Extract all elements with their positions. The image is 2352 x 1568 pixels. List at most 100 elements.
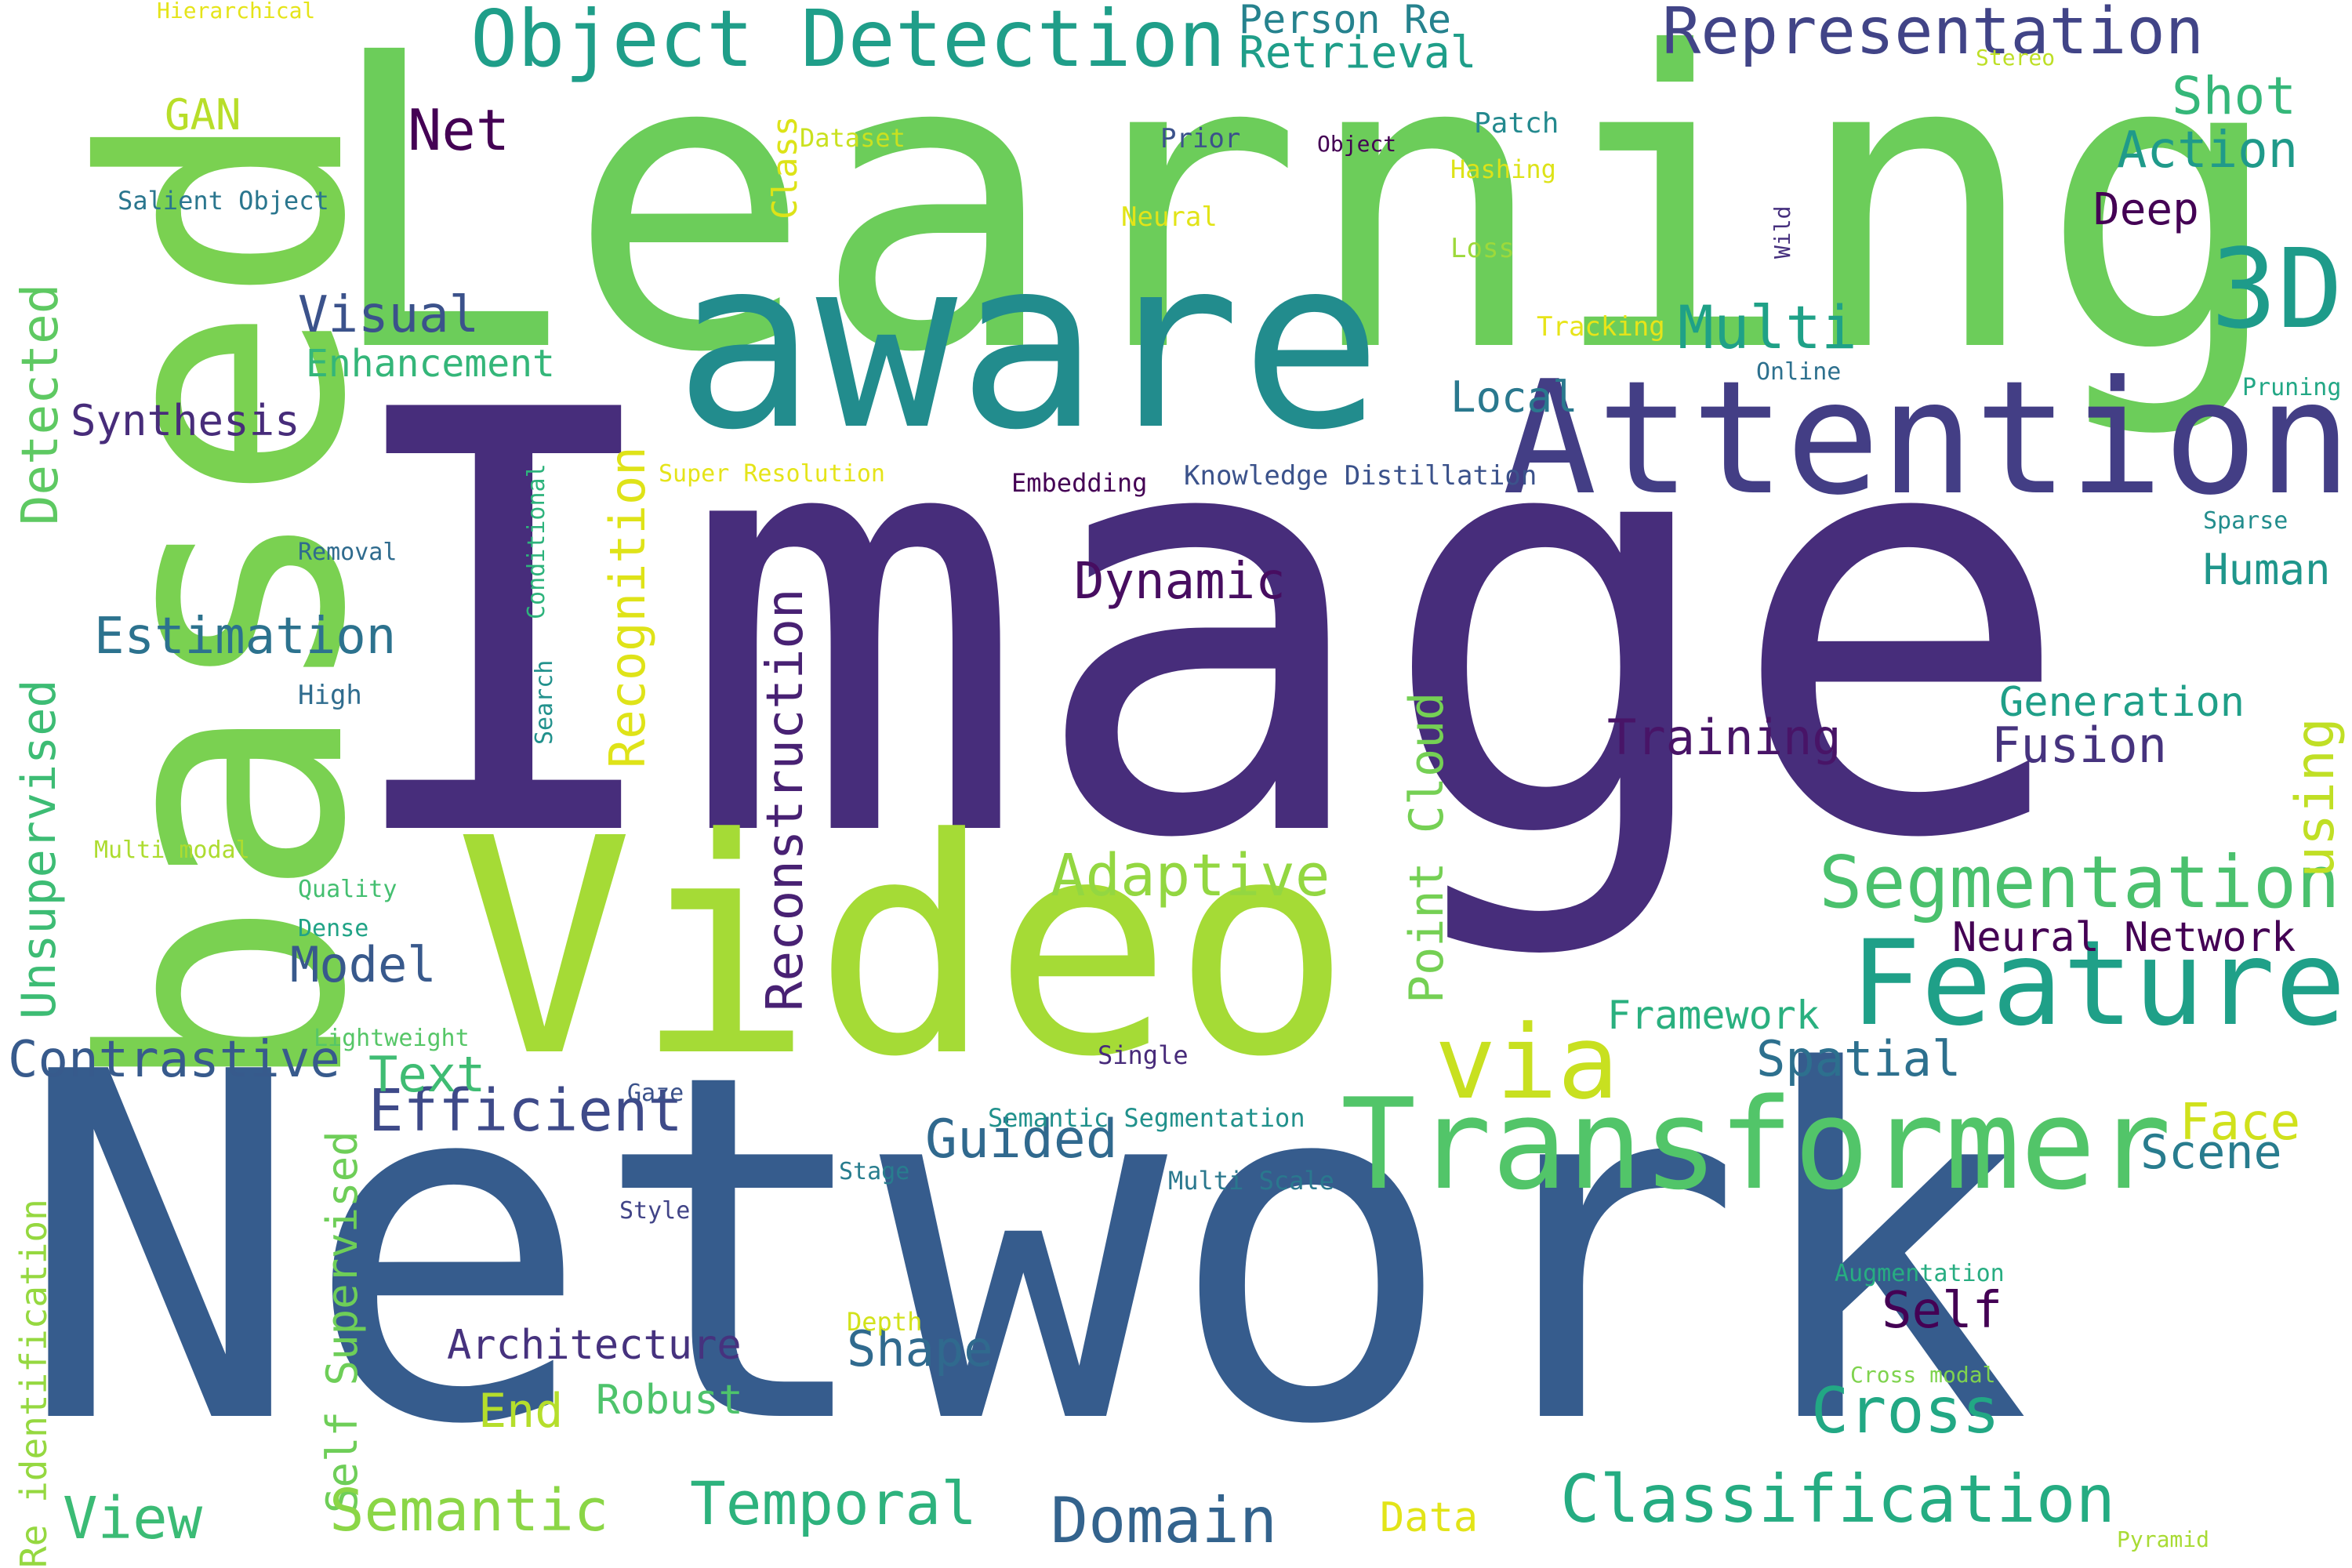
cloud-word: Style (619, 1197, 691, 1225)
cloud-word: Temporal (690, 1468, 978, 1538)
cloud-word: Segmentation (1819, 840, 2340, 924)
cloud-word: Video (455, 775, 1352, 1122)
cloud-word: Object (1317, 131, 1397, 157)
cloud-word: Spatial (1756, 1030, 1962, 1087)
cloud-word: Face (2180, 1094, 2301, 1152)
cloud-word: Local (1450, 372, 1578, 422)
cloud-word: Recognition (599, 446, 656, 768)
cloud-word: Pyramid (2117, 1526, 2210, 1552)
cloud-word: Self Supervised (318, 1131, 367, 1513)
cloud-word: Multi (1678, 292, 1857, 362)
cloud-word: Single (1098, 1040, 1189, 1070)
cloud-word: Dynamic (1074, 553, 1286, 611)
cloud-word: Unsupervised (12, 679, 67, 1019)
cloud-word: Human (2203, 545, 2331, 594)
cloud-word: Gaze (627, 1080, 684, 1107)
cloud-word: Stereo (1976, 45, 2056, 71)
cloud-word: Classification (1560, 1461, 2116, 1537)
cloud-word: Generation (1999, 679, 2245, 726)
cloud-word: Online (1756, 358, 1842, 386)
cloud-word: Transformer (1341, 1071, 2172, 1218)
cloud-word: Training (1607, 709, 1842, 766)
cloud-word: Network (16, 972, 2031, 1529)
cloud-word: Point Cloud (1399, 691, 1454, 1004)
cloud-word: Lightweight (314, 1025, 470, 1052)
cloud-word: Detected (12, 283, 70, 525)
cloud-word: Neural (1121, 201, 1218, 233)
cloud-word: using (2285, 717, 2347, 878)
cloud-word: Retrieval (1239, 27, 1477, 78)
cloud-word: Re identification (13, 1199, 55, 1568)
cloud-word: 3D (2211, 226, 2343, 354)
cloud-word: Dense (298, 915, 369, 942)
cloud-word: Attention (1502, 347, 2352, 530)
cloud-word: Sparse (2203, 507, 2288, 535)
cloud-word: Object Detection (470, 0, 1226, 85)
cloud-word: Estimation (94, 608, 397, 666)
cloud-word: Super Resolution (659, 460, 885, 488)
cloud-word: Pruning (2242, 374, 2342, 401)
cloud-word: Fusion (1991, 717, 2167, 774)
cloud-word: Multi modal (94, 837, 250, 864)
cloud-word: Architecture (447, 1322, 742, 1369)
cloud-word: via (1435, 1003, 1619, 1122)
cloud-word: Class (765, 115, 805, 220)
cloud-word: Tracking (1537, 311, 1665, 343)
cloud-word: Learning (321, 0, 2285, 441)
cloud-word: aware (674, 208, 1383, 481)
cloud-word: Prior (1160, 123, 1241, 154)
cloud-word: Shot (2172, 66, 2296, 126)
cloud-word: Neural Network (1952, 914, 2296, 961)
cloud-word: Data (1380, 1494, 1479, 1541)
cloud-word: Semantic Segmentation (988, 1103, 1305, 1133)
cloud-word: Image (329, 289, 2076, 965)
cloud-word: Hashing (1450, 154, 1556, 184)
cloud-word: Reconstruction (757, 588, 815, 1011)
cloud-word: Person Re (1239, 0, 1451, 42)
cloud-word: Net (408, 97, 510, 163)
cloud-word: Feature (1850, 916, 2347, 1052)
cloud-word: Self (1882, 1282, 2003, 1340)
cloud-word: Domain (1051, 1484, 1277, 1557)
cloud-word: Contrastive (8, 1031, 340, 1089)
cloud-word: Model (290, 936, 437, 993)
cloud-word: Visual (298, 286, 480, 344)
cloud-word: Synthesis (71, 396, 300, 445)
cloud-word: Framework (1607, 993, 1820, 1038)
cloud-word: Wild (1769, 205, 1795, 259)
cloud-word: Guided (925, 1109, 1118, 1171)
cloud-word: Dataset (800, 123, 906, 153)
cloud-word: Stage (839, 1158, 910, 1185)
cloud-word: Salient Object (118, 186, 329, 216)
cloud-word: Knowledge Distillation (1184, 460, 1537, 492)
cloud-word: Cross (1811, 1374, 2000, 1447)
cloud-word: Action (2117, 122, 2299, 180)
cloud-word: Enhancement (306, 342, 555, 386)
cloud-word: Loss (1450, 233, 1515, 264)
cloud-word: Deep (2093, 184, 2199, 235)
cloud-word: Text (368, 1046, 486, 1103)
cloud-word: Shape (847, 1320, 993, 1377)
cloud-word: Representation (1662, 0, 2205, 69)
cloud-word: GAN (165, 90, 241, 140)
cloud-word: Cross modal (1850, 1362, 1996, 1388)
cloud-word: Scene (2140, 1125, 2282, 1180)
cloud-word: Search (531, 659, 558, 745)
cloud-word: Quality (298, 876, 397, 903)
cloud-word: Depth (847, 1307, 923, 1337)
cloud-word: Adaptive (1051, 842, 1330, 909)
cloud-word: End (478, 1384, 564, 1439)
cloud-word: High (298, 680, 362, 711)
cloud-word: Semantic (329, 1477, 609, 1544)
cloud-word: Removal (298, 539, 397, 566)
cloud-word: Hierarchical (157, 0, 316, 24)
cloud-word: Efficient (368, 1077, 683, 1145)
cloud-word: Conditional (523, 463, 550, 619)
cloud-word: Multi Scale (1168, 1166, 1334, 1196)
cloud-word: Patch (1474, 107, 1559, 140)
cloud-word: Embedding (1011, 468, 1148, 498)
cloud-word: View (63, 1485, 203, 1552)
cloud-word: Augmentation (1835, 1260, 2005, 1287)
cloud-word: Robust (596, 1377, 743, 1424)
